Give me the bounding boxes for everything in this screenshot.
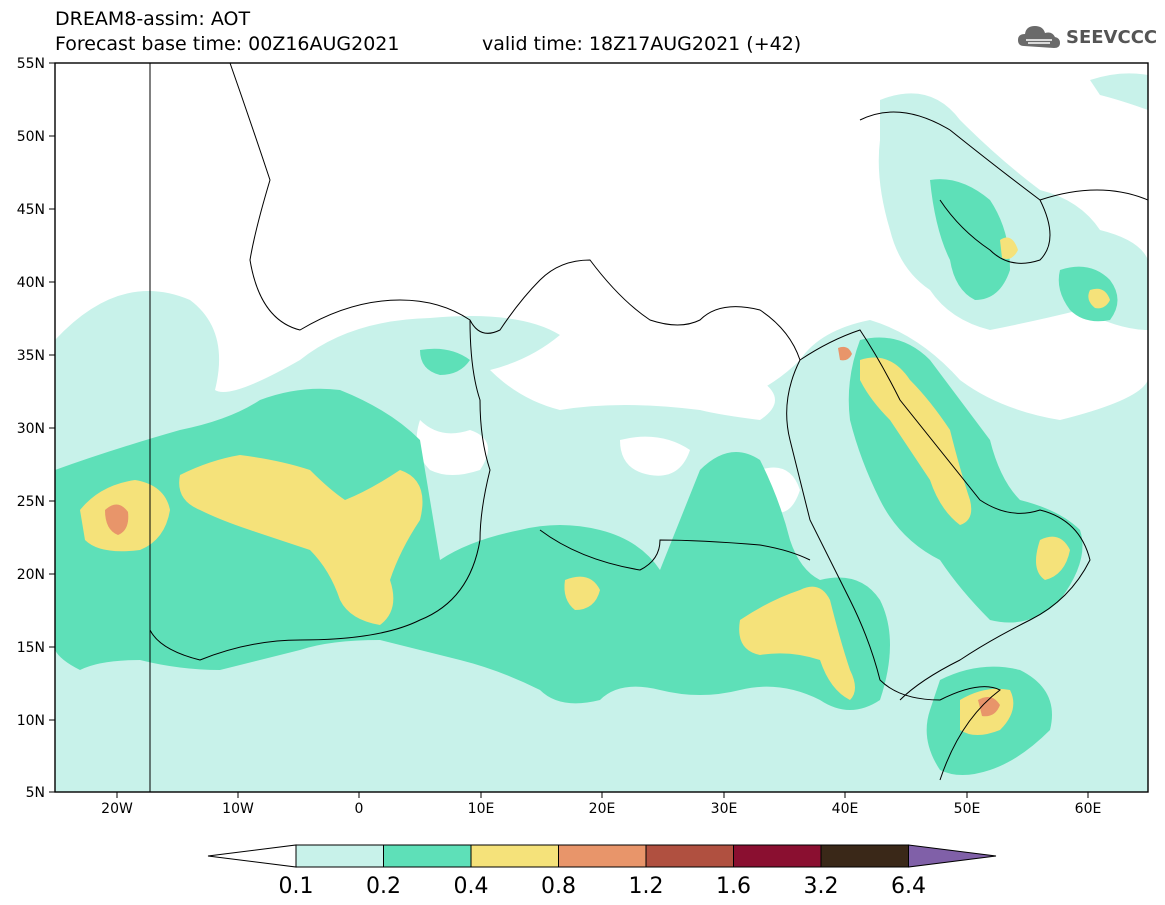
lat-tick-15: 15N (17, 640, 55, 656)
lon-tick-20w: 20W (101, 792, 133, 817)
colorbar-segment-1 (383, 844, 472, 868)
lon-tick-20e: 20E (589, 792, 616, 817)
lat-label-40n: 40N (17, 275, 45, 291)
colorbar-segment-5 (733, 844, 822, 868)
forecast-base-time: Forecast base time: 00Z16AUG2021 (55, 33, 400, 55)
colorbar: 0.1 0.2 0.4 0.8 1.2 1.6 3.2 6.4 (207, 844, 997, 899)
colorbar-label-3-2: 3.2 (804, 874, 839, 899)
colorbar-label-6-4: 6.4 (891, 874, 926, 899)
lat-tick-30: 30N (17, 421, 55, 437)
colorbar-segment-3 (558, 844, 647, 868)
lon-label-0: 0 (355, 801, 364, 817)
aot-level-0-8 (105, 346, 1000, 717)
coastlines (149, 63, 1148, 792)
lon-tick-10e: 10E (468, 792, 495, 817)
aot-level-0-4 (80, 237, 1110, 735)
lat-label-10n: 10N (17, 713, 45, 729)
lon-label-60e: 60E (1075, 801, 1102, 817)
colorbar-label-0-8: 0.8 (541, 874, 576, 899)
lat-label-50n: 50N (17, 129, 45, 145)
lat-tick-40: 40N (17, 275, 55, 291)
lon-tick-50e: 50E (954, 792, 981, 817)
lon-label-20w: 20W (101, 801, 133, 817)
colorbar-segment-4 (645, 844, 734, 868)
colorbar-segment-6 (820, 844, 909, 868)
lat-label-45n: 45N (17, 202, 45, 218)
lat-tick-50: 50N (17, 129, 55, 145)
colorbar-label-1-6: 1.6 (716, 874, 751, 899)
colorbar-label-0-2: 0.2 (366, 874, 401, 899)
lon-label-10w: 10W (222, 801, 254, 817)
lon-tick-30e: 30E (711, 792, 738, 817)
lat-tick-20: 20N (17, 567, 55, 583)
lon-label-40e: 40E (832, 801, 859, 817)
colorbar-label-0-4: 0.4 (454, 874, 489, 899)
lat-tick-5: 5N (26, 785, 55, 801)
lon-tick-0: 0 (355, 792, 364, 817)
lon-tick-40e: 40E (832, 792, 859, 817)
lat-label-35n: 35N (17, 348, 45, 364)
lat-label-5n: 5N (26, 785, 45, 801)
lon-label-20e: 20E (589, 801, 616, 817)
seevccc-logo: SEEVCCC (1016, 22, 1157, 52)
lat-label-25n: 25N (17, 494, 45, 510)
lat-tick-45: 45N (17, 202, 55, 218)
lon-tick-10w: 10W (222, 792, 254, 817)
lon-label-10e: 10E (468, 801, 495, 817)
chart-title: DREAM8-assim: AOT (55, 8, 251, 30)
lon-tick-60e: 60E (1075, 792, 1102, 817)
lat-tick-55: 55N (17, 56, 55, 72)
colorbar-label-1-2: 1.2 (629, 874, 664, 899)
latitude-axis: 55N 50N 45N 40N 35N 30N 25N 20N 15N 10N … (17, 56, 55, 801)
aot-contour-fields (55, 73, 1148, 792)
lat-tick-25: 25N (17, 494, 55, 510)
lat-tick-35: 35N (17, 348, 55, 364)
lat-tick-10: 10N (17, 713, 55, 729)
lon-label-30e: 30E (711, 801, 738, 817)
lat-label-20n: 20N (17, 567, 45, 583)
cloud-icon (1018, 26, 1060, 48)
logo-text: SEEVCCC (1066, 26, 1158, 48)
longitude-axis: 20W 10W 0 10E 20E 30E 40E 50E 60E (101, 792, 1101, 817)
colorbar-low-arrow (207, 844, 297, 868)
lat-label-55n: 55N (17, 56, 45, 72)
colorbar-segment-0 (295, 844, 384, 868)
valid-time: valid time: 18Z17AUG2021 (+42) (482, 33, 802, 55)
colorbar-high-arrow (908, 844, 997, 868)
lat-label-15n: 15N (17, 640, 45, 656)
colorbar-label-0-1: 0.1 (279, 874, 314, 899)
lon-label-50e: 50E (954, 801, 981, 817)
colorbar-segment-2 (470, 844, 559, 868)
lat-label-30n: 30N (17, 421, 45, 437)
